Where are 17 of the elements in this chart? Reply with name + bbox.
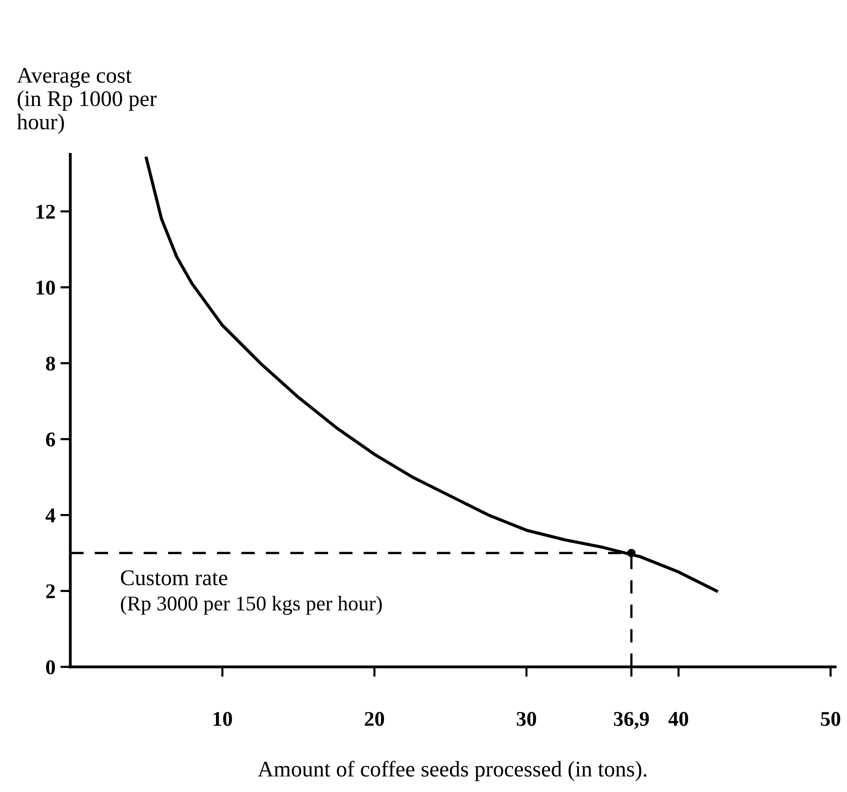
y-axis-title: Average cost (in Rp 1000 per hour) (16, 68, 157, 134)
x-tick-label: 50 (820, 712, 840, 726)
y-tick-label: 6 (46, 432, 56, 447)
y-tick-label: 2 (46, 584, 55, 598)
x-tick-label: 30 (516, 712, 536, 726)
x-tick-label: 36,9 (614, 712, 649, 729)
y-tick-label: 12 (36, 204, 55, 219)
y-tick-label: 4 (46, 508, 56, 522)
y-tick-label: 10 (36, 280, 55, 295)
x-axis-title: Amount of coffee seeds processed (in tons). (258, 760, 646, 782)
y-tick-label: 8 (46, 356, 56, 371)
annotation: Custom rate (120, 570, 228, 586)
x-tick-label: 10 (214, 712, 232, 726)
annotation: (Rp 3000 per 150 kgs per hour) (120, 596, 382, 615)
y-tick-label: 0 (46, 660, 55, 674)
x-tick-label: 20 (364, 712, 384, 726)
x-tick-label: 40 (668, 712, 688, 726)
